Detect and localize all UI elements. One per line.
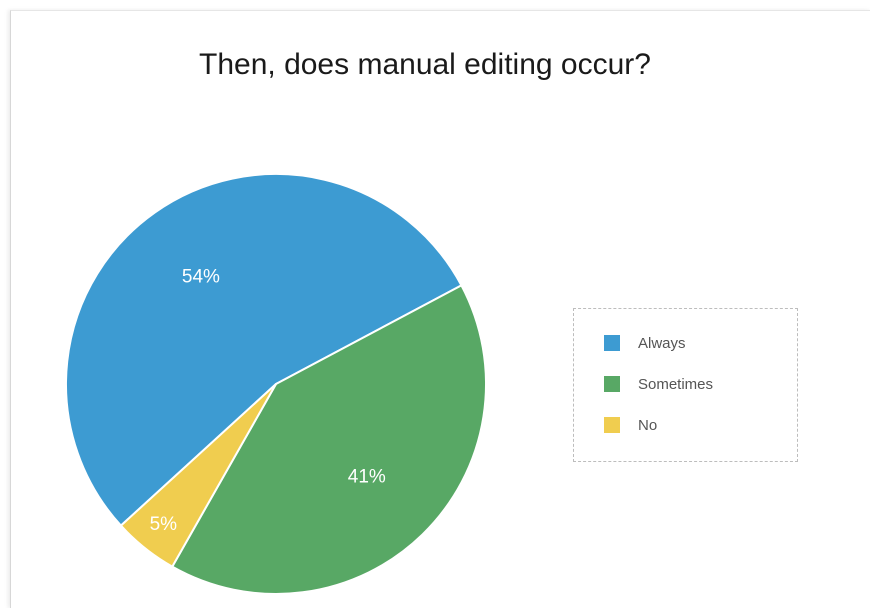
chart-legend: Always Sometimes No — [573, 308, 798, 462]
legend-label-always: Always — [638, 334, 686, 352]
pie-slice-no — [119, 383, 277, 568]
pie-label-sometimes: 41% — [348, 466, 386, 487]
chart-title: Then, does manual editing occur? — [199, 48, 651, 81]
pie-slice-sometimes — [170, 284, 487, 595]
pie-slice-always — [65, 173, 463, 528]
legend-label-no: No — [638, 416, 658, 434]
legend-swatch-always — [604, 335, 620, 351]
legend-item-always: Always — [604, 333, 686, 353]
legend-item-sometimes: Sometimes — [604, 374, 713, 394]
legend-swatch-sometimes — [604, 376, 620, 392]
pie-label-no: 5% — [150, 514, 178, 535]
legend-label-sometimes: Sometimes — [638, 375, 714, 393]
pie-label-always: 54% — [182, 267, 220, 288]
legend-swatch-no — [604, 417, 620, 433]
legend-item-no: No — [604, 415, 657, 435]
